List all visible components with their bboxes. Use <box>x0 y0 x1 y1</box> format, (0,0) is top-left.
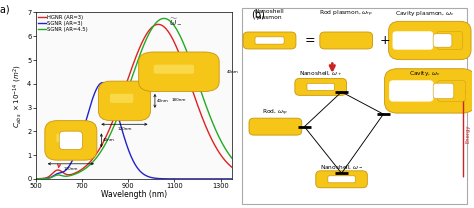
SGNR (AR=3) <box>100 81 106 84</box>
FancyBboxPatch shape <box>139 52 219 92</box>
Text: Energy: Energy <box>466 124 471 142</box>
SGNR (AR=4.5) <box>224 149 229 152</box>
Text: Rod plasmon, $\omega_{rp}$: Rod plasmon, $\omega_{rp}$ <box>319 9 374 19</box>
SGNR (AR=3) <box>224 178 229 180</box>
FancyBboxPatch shape <box>320 32 373 49</box>
Text: $\widetilde{\omega}_+$: $\widetilde{\omega}_+$ <box>54 146 68 167</box>
FancyBboxPatch shape <box>389 80 434 102</box>
Text: (b): (b) <box>251 9 265 19</box>
SGNR (AR=3) <box>229 178 235 180</box>
Line: SGNR (AR=4.5): SGNR (AR=4.5) <box>36 19 232 179</box>
Text: Cavity, $\omega_c$: Cavity, $\omega_c$ <box>410 69 441 78</box>
FancyBboxPatch shape <box>99 81 150 121</box>
HGNR (AR=3) <box>123 83 129 86</box>
Line: HGNR (AR=3): HGNR (AR=3) <box>36 24 232 179</box>
SGNR (AR=4.5) <box>33 177 38 180</box>
FancyBboxPatch shape <box>295 78 346 95</box>
SGNR (AR=4.5) <box>128 78 134 80</box>
Text: Nanoshell
plasmon: Nanoshell plasmon <box>255 9 284 20</box>
FancyBboxPatch shape <box>110 94 133 103</box>
FancyBboxPatch shape <box>392 31 433 50</box>
FancyBboxPatch shape <box>154 65 194 74</box>
FancyBboxPatch shape <box>437 80 466 102</box>
SGNR (AR=4.5) <box>188 60 193 63</box>
Line: SGNR (AR=3): SGNR (AR=3) <box>36 83 232 179</box>
FancyBboxPatch shape <box>433 83 454 99</box>
FancyBboxPatch shape <box>242 8 467 204</box>
Text: 180nm: 180nm <box>172 98 186 102</box>
X-axis label: Wavelength (nm): Wavelength (nm) <box>101 191 167 199</box>
HGNR (AR=3) <box>229 166 235 169</box>
FancyBboxPatch shape <box>59 131 82 150</box>
SGNR (AR=4.5) <box>224 150 229 152</box>
Text: $\widetilde{\omega}_-$: $\widetilde{\omega}_-$ <box>169 17 182 27</box>
HGNR (AR=3) <box>188 84 193 86</box>
Text: 120nm: 120nm <box>117 127 132 131</box>
Text: +: + <box>379 34 390 47</box>
SGNR (AR=3) <box>128 156 134 158</box>
Legend: HGNR (AR=3), SGNR (AR=3), SGNR (AR=4.5): HGNR (AR=3), SGNR (AR=3), SGNR (AR=4.5) <box>37 14 89 33</box>
Text: Rod, $\omega_{rp}$: Rod, $\omega_{rp}$ <box>262 108 289 118</box>
Y-axis label: $C_{abs}\ \times10^{-14}\ (m^2)$: $C_{abs}\ \times10^{-14}\ (m^2)$ <box>12 64 24 128</box>
HGNR (AR=3) <box>43 177 48 179</box>
Text: 40nm: 40nm <box>157 99 169 103</box>
SGNR (AR=4.5) <box>123 93 129 96</box>
FancyBboxPatch shape <box>307 83 334 90</box>
FancyBboxPatch shape <box>384 69 474 113</box>
FancyBboxPatch shape <box>255 37 284 44</box>
HGNR (AR=3) <box>33 177 38 180</box>
FancyBboxPatch shape <box>433 34 452 47</box>
SGNR (AR=3) <box>224 178 229 180</box>
SGNR (AR=4.5) <box>161 17 167 20</box>
Text: Nanoshell, $\omega_+$: Nanoshell, $\omega_+$ <box>299 69 342 78</box>
SGNR (AR=3) <box>188 178 193 180</box>
SGNR (AR=3) <box>123 142 129 144</box>
FancyBboxPatch shape <box>328 176 356 183</box>
HGNR (AR=3) <box>224 161 229 163</box>
FancyBboxPatch shape <box>45 121 97 160</box>
Text: (a): (a) <box>0 4 10 14</box>
Text: 40nm: 40nm <box>103 138 115 142</box>
SGNR (AR=4.5) <box>43 177 48 180</box>
Text: =: = <box>305 34 316 47</box>
SGNR (AR=3) <box>43 177 48 180</box>
Text: 120nm: 120nm <box>64 167 78 171</box>
FancyBboxPatch shape <box>389 21 471 60</box>
HGNR (AR=3) <box>128 68 134 71</box>
FancyBboxPatch shape <box>56 133 80 142</box>
FancyBboxPatch shape <box>316 171 367 188</box>
HGNR (AR=3) <box>224 161 229 163</box>
FancyBboxPatch shape <box>437 31 463 50</box>
Text: 40nm: 40nm <box>227 70 239 74</box>
FancyBboxPatch shape <box>249 118 302 135</box>
SGNR (AR=3) <box>33 178 38 180</box>
FancyBboxPatch shape <box>243 32 296 49</box>
HGNR (AR=3) <box>155 23 161 26</box>
Text: Cavity plasmon, $\omega_c$: Cavity plasmon, $\omega_c$ <box>395 9 455 18</box>
Text: Nanoshell, $\omega_-$: Nanoshell, $\omega_-$ <box>320 163 363 171</box>
SGNR (AR=4.5) <box>229 157 235 160</box>
